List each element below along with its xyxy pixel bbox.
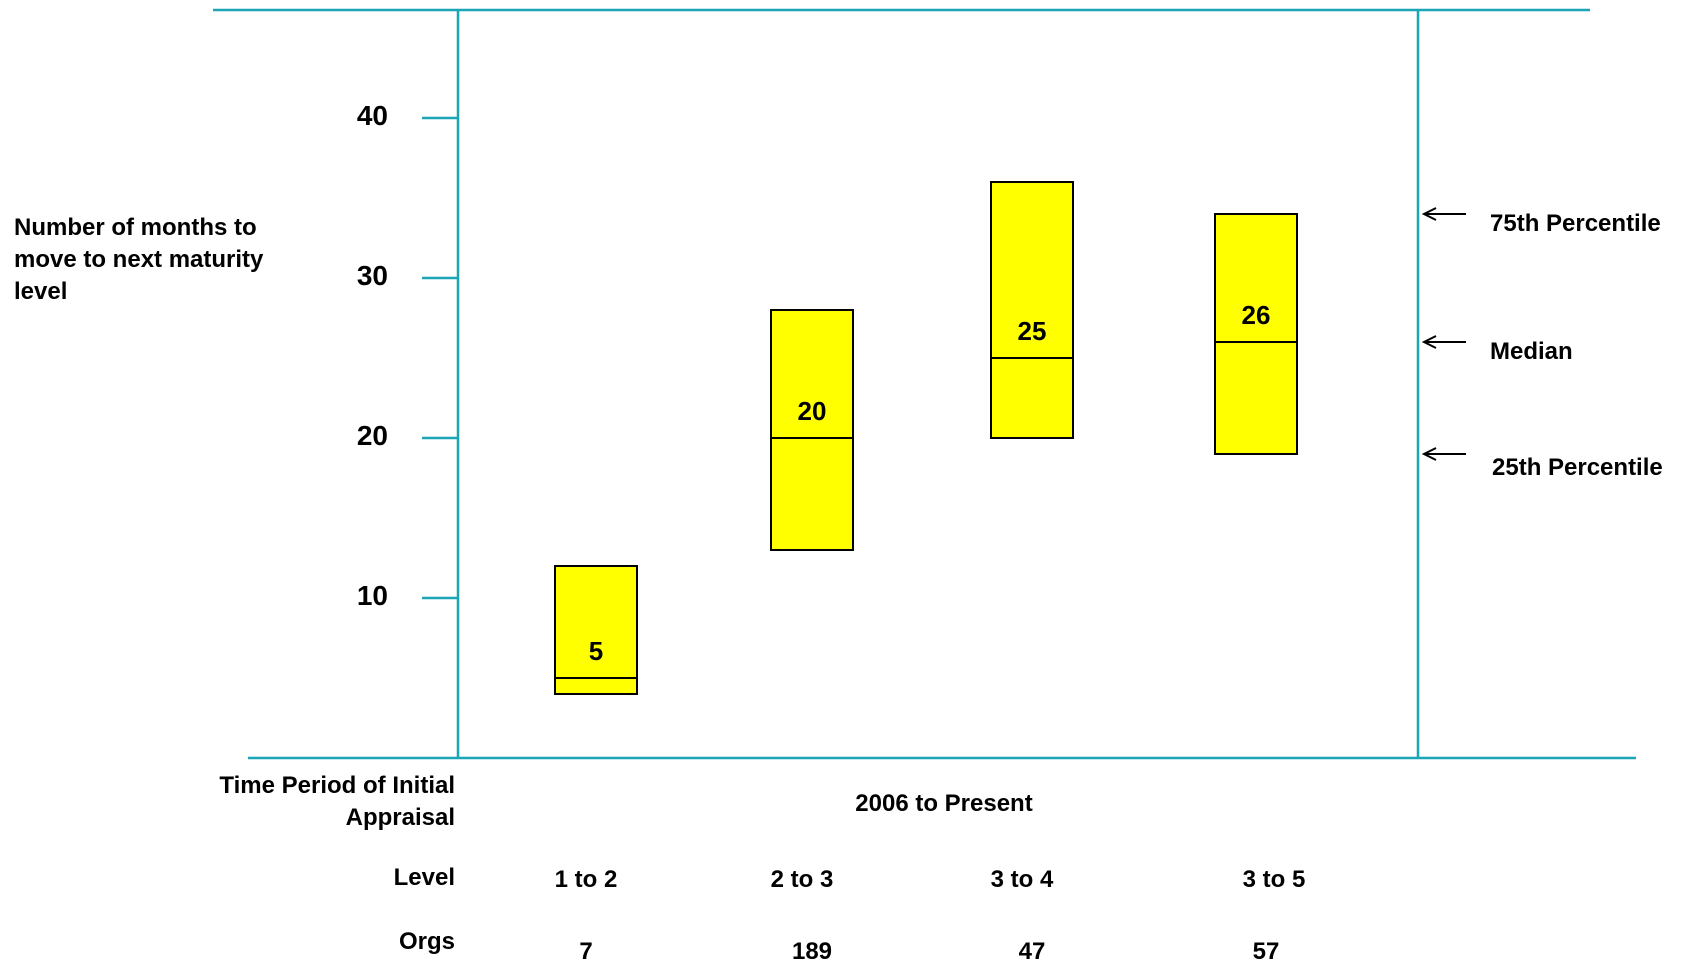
y-axis-ticks [422,116,458,600]
box-3 [990,181,1074,439]
orgs-row-label: Orgs [398,928,455,955]
legend-item-p75: 75th Percentile [1490,210,1661,237]
box-2 [770,309,854,551]
y-axis-label: Number of months to move to next maturit… [14,214,264,305]
orgs-cell-2: 189 [791,938,833,965]
orgs-cell-3: 47 [1018,938,1046,965]
y-tick-label-20: 20 [356,420,388,451]
median-label-4: 26 [1241,300,1271,330]
arrowhead-median [1421,335,1437,349]
time-period-value: 2006 to Present [855,790,1033,817]
level-row-label: Level [393,864,455,891]
level-cell-3: 3 to 4 [990,866,1054,893]
level-cell-1: 1 to 2 [554,866,618,893]
y-tick-label-30: 30 [356,260,388,291]
box-1 [554,565,638,695]
median-label-3: 25 [1017,316,1047,346]
chart-frame [213,8,1636,760]
y-tick-label-10: 10 [356,580,388,611]
y-tick-label-40: 40 [356,100,388,131]
level-cell-2: 2 to 3 [770,866,834,893]
median-label-2: 20 [797,396,827,426]
median-label-1: 5 [588,636,604,666]
boxes-layer [554,181,1298,695]
orgs-cell-1: 7 [579,938,593,965]
arrowhead-p25 [1421,447,1437,461]
level-cell-4: 3 to 5 [1242,866,1306,893]
legend-item-p25: 25th Percentile [1492,454,1663,481]
legend-arrows [1421,207,1466,461]
arrowhead-p75 [1421,207,1437,221]
legend-item-median: Median [1490,338,1573,365]
time-period-label: Time Period of Initial Appraisal [219,772,455,831]
box-4 [1214,213,1298,455]
orgs-cell-4: 57 [1252,938,1280,965]
